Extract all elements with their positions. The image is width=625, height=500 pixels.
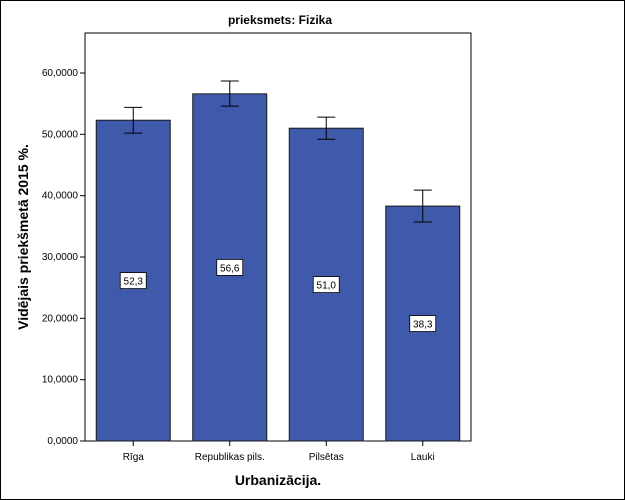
x-tick-label: Rīga — [123, 452, 145, 463]
x-tick-label: Pilsētas — [309, 452, 344, 463]
data-label: 51,0 — [317, 281, 337, 292]
y-tick-label: 20,0000 — [42, 313, 79, 324]
x-axis-title: Urbanizācija. — [235, 472, 321, 488]
x-tick-label: Republikas pils. — [195, 452, 265, 463]
data-label-box — [119, 272, 147, 290]
data-label-box — [312, 276, 340, 294]
data-label: 38,3 — [413, 320, 433, 331]
data-label: 56,6 — [220, 263, 240, 274]
data-label-box — [216, 259, 244, 276]
chart-title: prieksmets: Fizika — [228, 13, 332, 27]
y-tick-label: 50,0000 — [42, 129, 79, 140]
y-tick-label: 10,0000 — [42, 375, 79, 386]
y-tick-label: 60,0000 — [42, 68, 79, 79]
y-tick-label: 30,0000 — [42, 252, 79, 263]
bars: 52,3 56,6 51,0 38,3 — [95, 80, 461, 442]
data-label-box — [409, 315, 437, 332]
x-axis: Rīga Republikas pils. Pilsētas Lauki — [123, 441, 435, 463]
y-tick-label: 40,0000 — [42, 191, 79, 202]
y-axis-title: Vidējais priekšmetā 2015 %. — [15, 144, 31, 330]
data-label: 52,3 — [124, 277, 144, 288]
x-tick-label: Lauki — [411, 452, 435, 463]
y-tick-label: 0,0000 — [47, 436, 78, 447]
y-axis: 0,0000 10,0000 20,0000 30,0000 40,0000 50,000… — [42, 68, 85, 447]
